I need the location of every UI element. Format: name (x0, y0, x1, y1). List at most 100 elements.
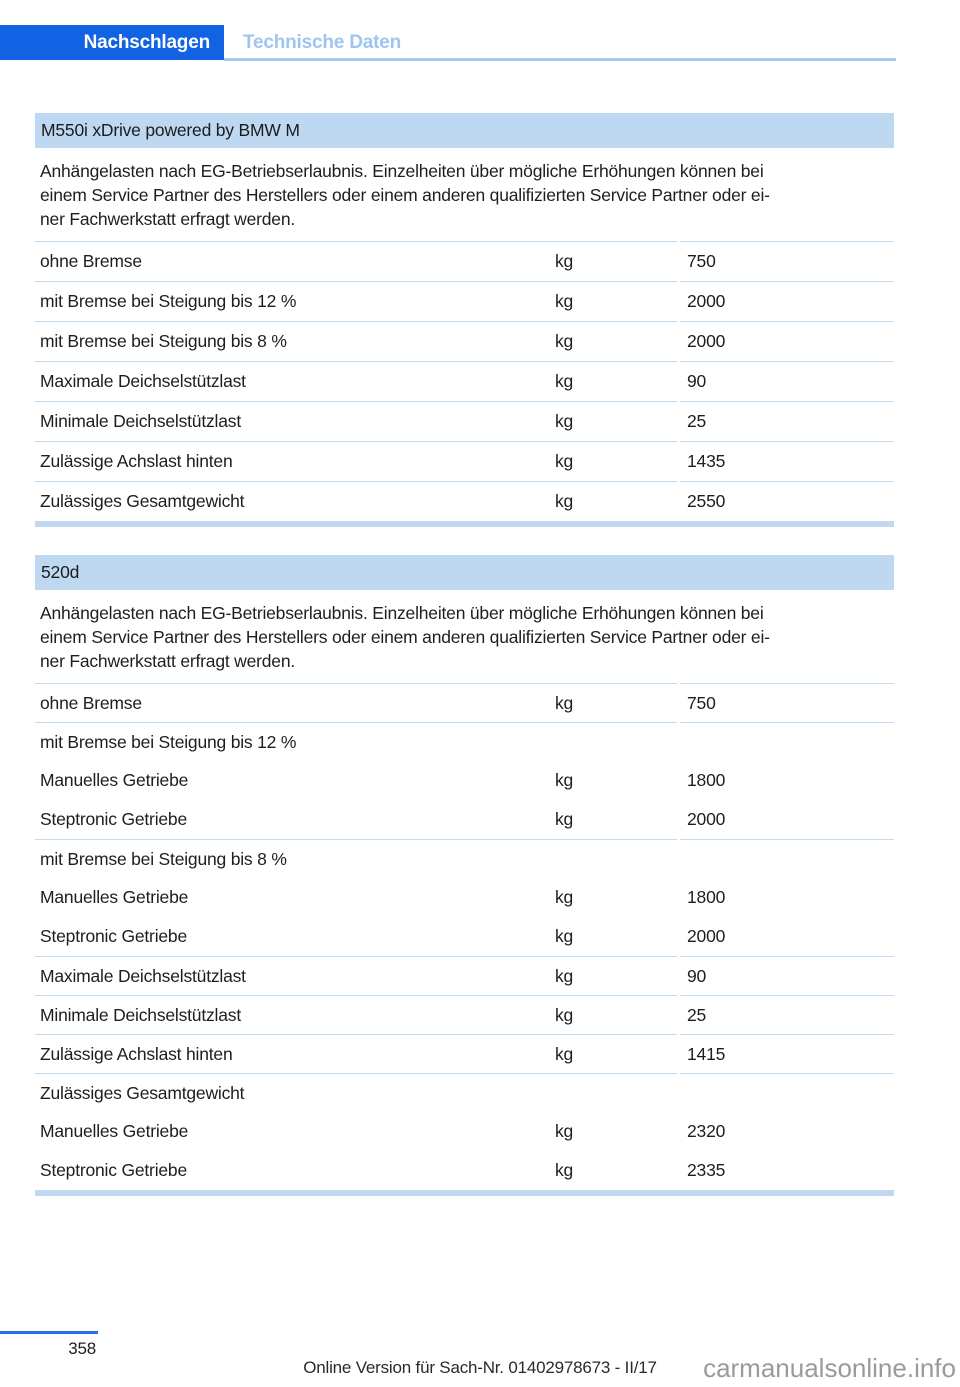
intro-line: Anhängelasten nach EG-Betriebserlaubnis.… (40, 603, 764, 623)
row-unit: kg (555, 887, 574, 907)
row-value: 1800 (687, 887, 726, 907)
header-underline (224, 58, 896, 61)
row-label: ohne Bremse (40, 692, 142, 713)
row-label: Maximale Deichselstützlast (40, 371, 246, 391)
page-number-rule (0, 1331, 98, 1334)
table-end-bar (35, 521, 894, 527)
row-label: Zulässiges Gesamtgewicht (40, 1082, 245, 1103)
row-label: mit Bremse bei Steigung bis 8 % (40, 848, 287, 869)
intro-line: einem Service Partner des Herstellers od… (40, 627, 770, 647)
row-value: 1415 (680, 1034, 894, 1073)
table-row: mit Bremse bei Steigung bis 8 % kg 2000 (35, 321, 894, 361)
row-label: Manuelles Getriebe (40, 887, 189, 907)
table-row: Manuelles Getriebe kg 1800 (35, 878, 894, 917)
row-label: Steptronic Getriebe (40, 809, 187, 829)
row-value: 2000 (687, 926, 726, 946)
section-title: M550i xDrive powered by BMW M (35, 113, 894, 148)
row-value: 1800 (687, 770, 726, 790)
section-intro: Anhängelasten nach EG-Betriebserlaubnis.… (35, 159, 894, 231)
row-label: Zulässiges Gesamtgewicht (40, 491, 245, 511)
intro-line: ner Fachwerkstatt erfragt werden. (40, 651, 296, 671)
row-value (680, 1073, 894, 1112)
row-value: 2550 (680, 481, 894, 521)
section-intro: Anhängelasten nach EG-Betriebserlaubnis.… (35, 601, 894, 673)
table-row: Zulässige Achslast hinten kg 1435 (35, 441, 894, 481)
row-unit: kg (555, 1004, 574, 1025)
row-label: Manuelles Getriebe (40, 770, 189, 790)
table-row: Zulässige Achslast hinten kg 1415 (35, 1034, 894, 1073)
row-unit: kg (555, 926, 574, 946)
row-value: 25 (680, 401, 894, 441)
table-row: Steptronic Getriebe kg 2335 (35, 1151, 894, 1190)
row-label: Zulässige Achslast hinten (40, 1043, 233, 1064)
table-row: Steptronic Getriebe kg 2000 (35, 800, 894, 839)
table-row: ohne Bremse kg 750 (35, 241, 894, 281)
spec-table: ohne Bremse kg 750 mit Bremse bei Steigun… (35, 683, 894, 1196)
row-value (680, 722, 894, 761)
table-row: Minimale Deichselstützlast kg 25 (35, 995, 894, 1034)
table-row: Manuelles Getriebe kg 1800 (35, 761, 894, 800)
table-row: Zulässiges Gesamtgewicht kg 2550 (35, 481, 894, 521)
page-header: Nachschlagen Technische Daten (0, 25, 960, 61)
intro-line: einem Service Partner des Herstellers od… (40, 185, 770, 205)
row-label: Maximale Deichselstützlast (40, 965, 246, 986)
row-unit: kg (555, 331, 574, 351)
table-row: Maximale Deichselstützlast kg 90 (35, 956, 894, 995)
table-group-row: mit Bremse bei Steigung bis 12 % (35, 722, 894, 761)
row-unit: kg (555, 770, 574, 790)
table-row: Steptronic Getriebe kg 2000 (35, 917, 894, 956)
row-label: ohne Bremse (40, 251, 142, 271)
row-unit: kg (555, 1160, 574, 1180)
section-title: 520d (35, 555, 894, 590)
row-label: Steptronic Getriebe (40, 1160, 187, 1180)
row-unit: kg (555, 1121, 574, 1141)
row-value: 2000 (680, 281, 894, 321)
row-value (680, 839, 894, 878)
row-value: 750 (680, 241, 894, 281)
row-unit: kg (555, 965, 574, 986)
section-520d: 520d Anhängelasten nach EG-Betriebserlau… (35, 555, 894, 1196)
table-row: Maximale Deichselstützlast kg 90 (35, 361, 894, 401)
spec-table: ohne Bremse kg 750 mit Bremse bei Steigun… (35, 241, 894, 527)
row-label: Minimale Deichselstützlast (40, 1004, 241, 1025)
row-value: 2335 (687, 1160, 726, 1180)
intro-line: Anhängelasten nach EG-Betriebserlaubnis.… (40, 161, 764, 181)
row-label: Manuelles Getriebe (40, 1121, 189, 1141)
row-label: mit Bremse bei Steigung bis 12 % (40, 731, 297, 752)
table-group-row: Zulässiges Gesamtgewicht (35, 1073, 894, 1112)
row-unit: kg (555, 251, 574, 271)
table-end-bar (35, 1190, 894, 1196)
row-label: mit Bremse bei Steigung bis 12 % (40, 291, 297, 311)
row-unit: kg (555, 451, 574, 471)
header-section-title: Technische Daten (243, 32, 401, 53)
row-label: mit Bremse bei Steigung bis 8 % (40, 331, 287, 351)
page-number: 358 (68, 1339, 96, 1358)
row-unit: kg (555, 692, 574, 713)
table-row: mit Bremse bei Steigung bis 12 % kg 2000 (35, 281, 894, 321)
tab-nachschlagen-label: Nachschlagen (83, 31, 211, 53)
tab-nachschlagen: Nachschlagen (0, 25, 224, 60)
row-value: 90 (680, 361, 894, 401)
row-label: Steptronic Getriebe (40, 926, 187, 946)
row-unit: kg (555, 809, 574, 829)
row-value: 2000 (680, 321, 894, 361)
table-group-row: mit Bremse bei Steigung bis 8 % (35, 839, 894, 878)
row-unit: kg (555, 371, 574, 391)
row-unit: kg (555, 291, 574, 311)
row-value: 2000 (687, 809, 726, 829)
row-label: Zulässige Achslast hinten (40, 451, 233, 471)
row-value: 750 (680, 683, 894, 722)
row-label: Minimale Deichselstützlast (40, 411, 241, 431)
row-unit: kg (555, 491, 574, 511)
intro-line: ner Fachwerkstatt erfragt werden. (40, 209, 296, 229)
row-value: 90 (680, 956, 894, 995)
row-unit: kg (555, 411, 574, 431)
section-m550i: M550i xDrive powered by BMW M Anhängelas… (35, 113, 894, 527)
page-content: M550i xDrive powered by BMW M Anhängelas… (35, 113, 894, 1196)
table-row: Minimale Deichselstützlast kg 25 (35, 401, 894, 441)
row-unit: kg (555, 1043, 574, 1064)
row-value: 25 (680, 995, 894, 1034)
row-value: 1435 (680, 441, 894, 481)
watermark-text: carmanualsonline.info (703, 1353, 956, 1383)
table-row: ohne Bremse kg 750 (35, 683, 894, 722)
